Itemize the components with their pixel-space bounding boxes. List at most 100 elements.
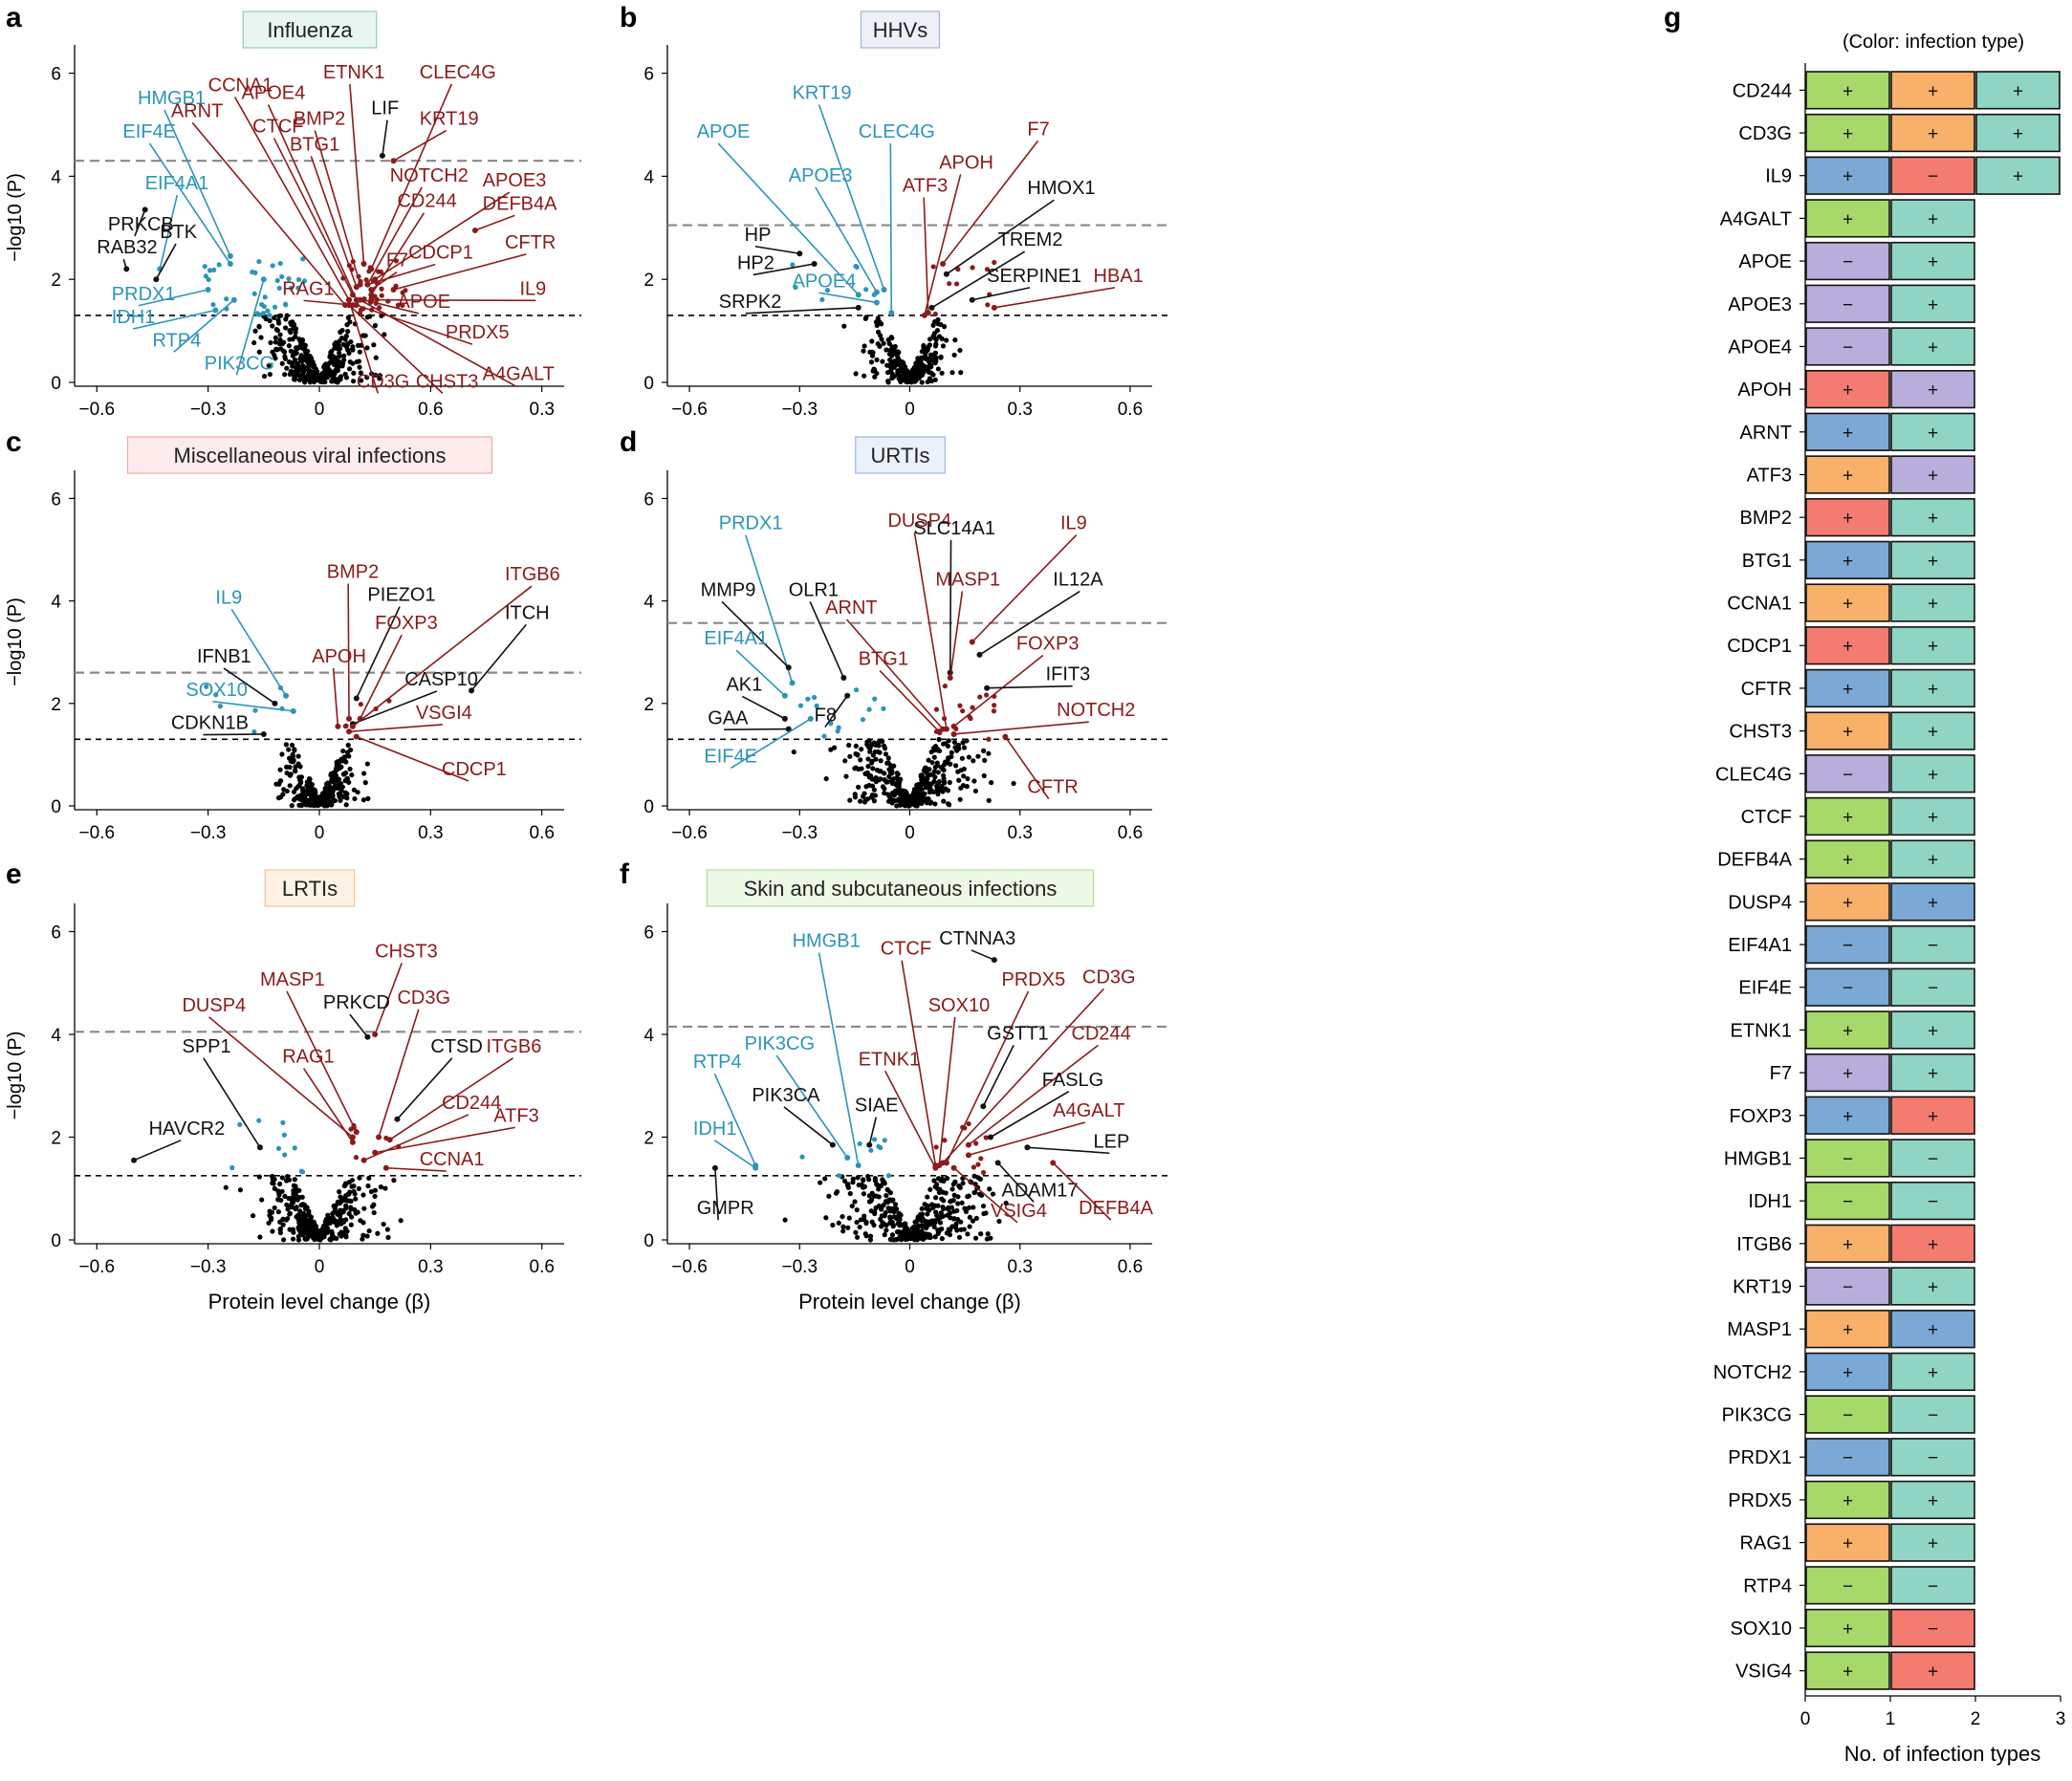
protein-point — [373, 355, 379, 360]
protein-point — [972, 1235, 979, 1241]
protein-point — [384, 1227, 390, 1232]
protein-point — [925, 379, 930, 385]
label-leader-line — [378, 1009, 420, 1138]
labeled-protein-point — [368, 286, 375, 293]
panel-title: HHVs — [873, 18, 927, 42]
heatmap-cell — [1890, 882, 1975, 922]
protein-point — [335, 1211, 340, 1217]
heatmap-cell — [1890, 1224, 1975, 1263]
protein-label: CCNA1 — [420, 1149, 485, 1170]
heatmap-cell — [1890, 156, 1975, 195]
x-tick-label: −0.6 — [79, 823, 116, 843]
protein-point — [280, 1237, 287, 1243]
protein-point — [869, 742, 875, 748]
protein-label: CTNNA3 — [939, 928, 1015, 949]
protein-label: RTP4 — [693, 1052, 742, 1073]
protein-point — [867, 1237, 874, 1243]
protein-point — [939, 370, 945, 376]
protein-point — [340, 341, 346, 348]
protein-label: PRDX5 — [446, 322, 510, 343]
protein-label: PIK3CA — [752, 1085, 820, 1106]
protein-point — [882, 786, 887, 792]
labeled-protein-point — [980, 1103, 987, 1110]
labeled-protein-point — [785, 726, 792, 732]
labeled-protein-point — [364, 1033, 371, 1040]
labeled-protein-point — [372, 1149, 379, 1156]
protein-point — [948, 1199, 953, 1205]
gene-label: HMGB1 — [1724, 1148, 1792, 1169]
significant-protein-point — [854, 264, 860, 271]
protein-label: DEFB4A — [483, 193, 557, 214]
protein-point — [338, 1194, 343, 1200]
protein-point — [923, 784, 929, 790]
protein-point — [879, 1213, 884, 1219]
protein-point — [360, 333, 366, 338]
protein-point — [330, 1210, 336, 1217]
protein-point — [904, 790, 909, 795]
protein-point — [873, 779, 879, 785]
protein-point — [847, 1190, 853, 1197]
protein-point — [871, 366, 877, 372]
labeled-protein-point — [932, 1164, 939, 1171]
effect-direction-sign: + — [1928, 209, 1938, 229]
protein-point — [964, 784, 970, 790]
protein-point — [295, 753, 301, 759]
gene-label: IDH1 — [1748, 1191, 1792, 1212]
effect-direction-sign: − — [1843, 337, 1853, 358]
heatmap-cell — [1890, 1480, 1975, 1520]
label-leader-line — [385, 1166, 447, 1172]
significant-protein-point — [267, 313, 273, 318]
heatmap-cell — [1890, 1438, 1975, 1477]
gene-label: CLEC4G — [1715, 764, 1792, 785]
labeled-protein-point — [928, 304, 935, 311]
protein-point — [903, 378, 908, 383]
protein-point — [966, 1193, 971, 1199]
gene-label: CDCP1 — [1727, 636, 1792, 657]
protein-point — [306, 363, 312, 369]
protein-point — [290, 751, 295, 757]
protein-point — [927, 790, 932, 795]
significant-protein-point — [947, 281, 952, 287]
label-leader-line — [138, 289, 208, 307]
effect-direction-sign: − — [1843, 1406, 1853, 1426]
label-leader-line — [470, 623, 527, 691]
protein-point — [371, 342, 377, 348]
protein-point — [866, 738, 872, 744]
protein-point — [984, 1236, 991, 1242]
labeled-protein-point — [290, 707, 296, 714]
protein-point — [328, 1237, 334, 1243]
effect-direction-sign: + — [1928, 1278, 1938, 1298]
protein-point — [364, 345, 370, 351]
protein-point — [276, 781, 282, 787]
protein-point — [344, 795, 350, 801]
labeled-protein-point — [142, 206, 148, 213]
x-tick-label: 0.6 — [530, 1257, 555, 1277]
gene-label: SOX10 — [1731, 1618, 1792, 1640]
protein-point — [310, 789, 316, 794]
protein-point — [924, 1205, 929, 1211]
protein-point — [272, 315, 277, 321]
protein-point — [941, 798, 947, 804]
protein-point — [892, 790, 898, 795]
x-axis-label: Protein level change (β) — [798, 1290, 1021, 1314]
significant-protein-point — [203, 273, 208, 279]
protein-point — [869, 353, 876, 358]
significant-protein-point — [863, 287, 869, 293]
protein-point — [883, 751, 889, 757]
protein-label: HMOX1 — [1027, 178, 1095, 199]
protein-point — [336, 776, 341, 782]
y-tick-label: 6 — [643, 489, 654, 510]
protein-point — [310, 1220, 316, 1226]
significant-protein-point — [978, 1156, 984, 1162]
gene-label: APOH — [1737, 380, 1792, 401]
gene-label: DEFB4A — [1717, 850, 1792, 871]
protein-point — [846, 742, 852, 749]
protein-point — [270, 1228, 275, 1234]
labeled-protein-point — [353, 733, 360, 740]
significant-protein-point — [272, 304, 278, 310]
protein-label: CLEC4G — [420, 62, 496, 83]
protein-label: NOTCH2 — [1057, 700, 1135, 721]
protein-point — [347, 766, 353, 772]
protein-point — [938, 784, 944, 791]
